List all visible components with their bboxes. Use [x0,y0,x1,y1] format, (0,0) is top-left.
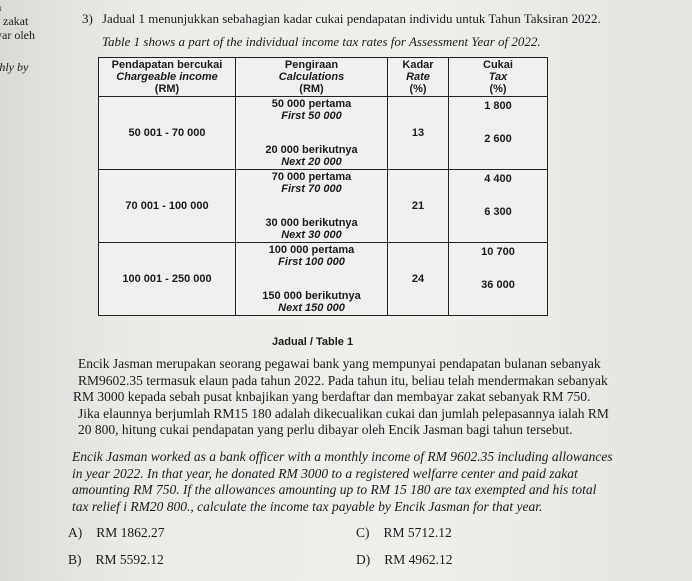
table-row: 70 001 - 100 000 70 000 pertama First 70 … [98,169,548,243]
cell-calc: 70 000 pertama First 70 000 30 000 berikut… [235,169,388,243]
question-body-en: Encik Jasman worked as a bank officer wi… [72,449,687,515]
cell-tax: 1 800 2 600 [448,96,548,170]
body-line: Encik Jasman worked as a bank officer wi… [72,449,613,464]
body-line: 20 800, hitung cukai pendapatan yang per… [78,422,573,437]
cell-calc: 100 000 pertama First 100 000 150 000 beri… [235,242,388,316]
margin-line: a [0,0,35,14]
body-line: in year 2022. In that year, he donated R… [72,465,578,481]
body-line: RM 3000 kepada sebah pusat knbajikan yan… [73,389,591,404]
cell-tax: 10 700 36 000 [448,242,548,316]
table-row: 100 001 - 250 000 100 000 pertama First 1… [98,242,548,316]
body-line: amounting RM 750. If the allowances amou… [72,482,597,497]
header-calc: Pengiraan Calculations (RM) [235,57,388,97]
body-line: Encik Jasman merupakan seorang pegawai b… [78,356,601,371]
option-b[interactable]: B) RM 5592.12 [68,552,164,567]
cell-calc: 50 000 pertama First 50 000 20 000 berikut… [235,96,388,170]
cell-rate: 21 [387,169,449,243]
header-rate: Kadar Rate (%) [387,57,449,97]
cell-income: 100 001 - 250 000 [98,242,236,316]
cell-income: 70 001 - 100 000 [98,169,236,243]
question-number: 3) [82,11,93,26]
header-income: Pendapatan bercukai Chargeable income (RM) [98,57,236,97]
body-line: RM9602.35 termasuk elaun pada tahun 2022… [78,372,608,388]
margin-line: r zakat [0,14,29,28]
margin-line: thly by [0,60,29,74]
tax-rate-table: Pendapatan bercukai Chargeable income (RM)… [98,57,548,316]
table-row: 50 001 - 70 000 50 000 pertama First 50 0… [98,96,548,170]
question-intro-en: Table 1 shows a part of the individual i… [102,34,541,49]
table-header: Pendapatan bercukai Chargeable income (RM)… [98,57,548,97]
option-d[interactable]: D) RM 4962.12 [356,552,453,567]
margin-text: a r zakat yar oleh thly by [0,0,35,74]
margin-line: yar oleh [0,28,35,42]
cell-rate: 24 [387,242,449,316]
body-line: tax relief i RM20 800., calculate the in… [72,498,543,514]
question-body-ms: Encik Jasman merupakan seorang pegawai b… [73,356,678,439]
cell-tax: 4 400 6 300 [448,169,548,243]
cell-income: 50 001 - 70 000 [98,96,236,170]
cell-rate: 13 [387,96,449,170]
question-intro-ms: Jadual 1 menunjukkan sebahagian kadar cu… [102,11,601,26]
option-c[interactable]: C) RM 5712.12 [356,525,452,540]
option-a[interactable]: A) RM 1862.27 [68,525,165,540]
table-caption: Jadual / Table 1 [272,336,354,348]
body-line: Jika elaunnya berjumlah RM15 180 adalah … [78,405,609,421]
header-tax: Cukai Tax (%) [448,57,548,97]
